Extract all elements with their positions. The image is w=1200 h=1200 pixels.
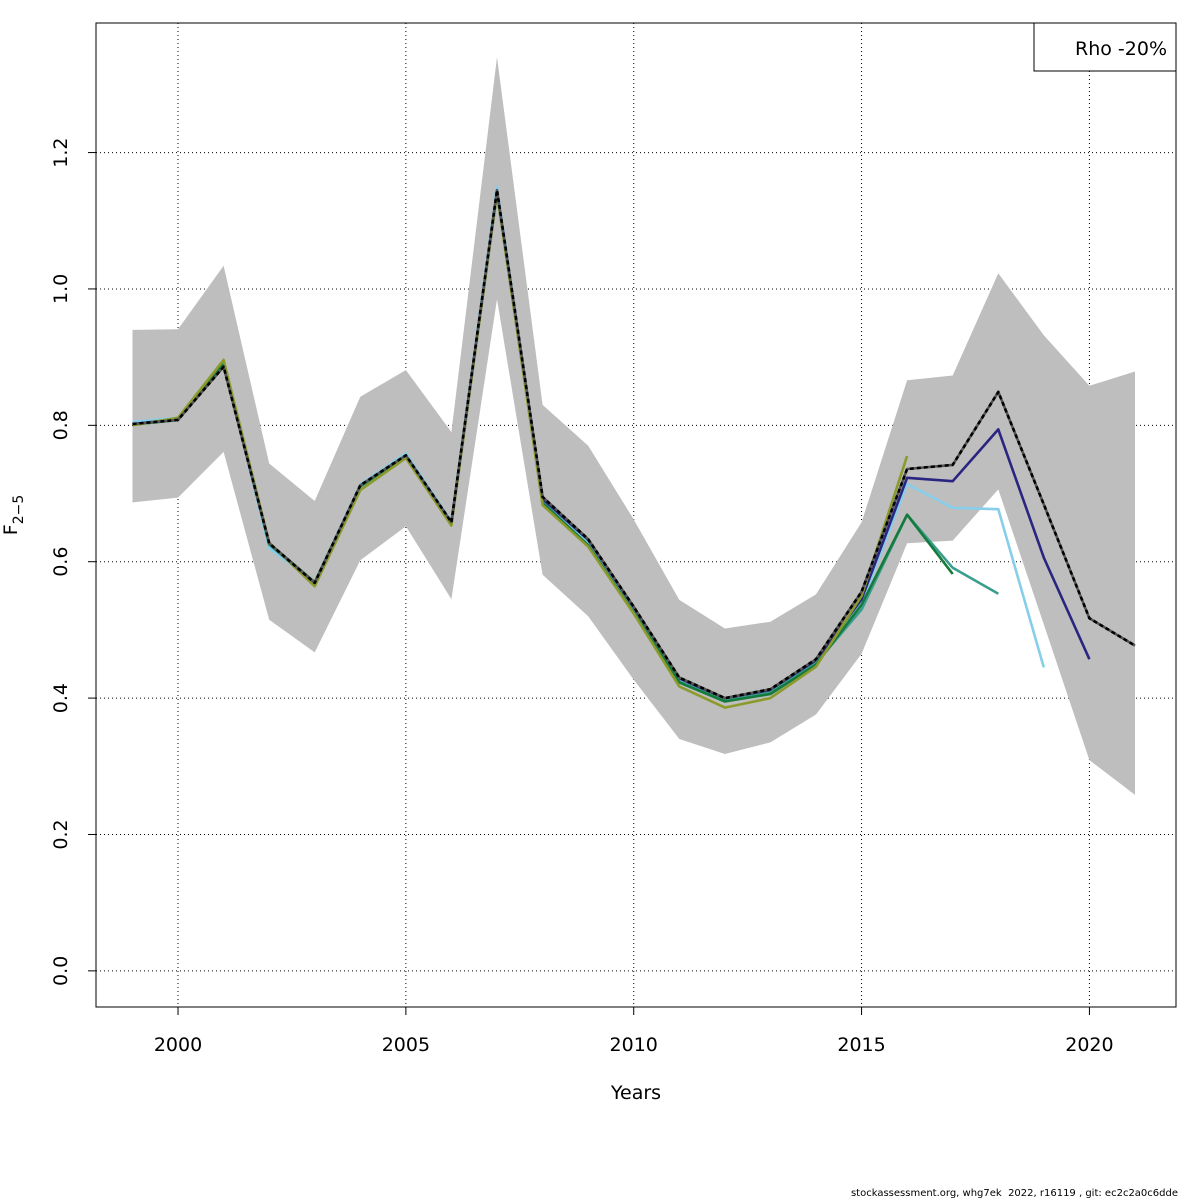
y-tick-label-1.0: 1.0	[50, 274, 72, 304]
y-tick-label-0.8: 0.8	[50, 410, 72, 440]
footer-credit: stockassessment.org, whg7ek 2022, r16119…	[850, 1188, 1178, 1199]
legend-label: Rho -20%	[1075, 38, 1167, 60]
y-axis-title: F2−5	[0, 495, 27, 535]
y-tick-label-0.0: 0.0	[50, 956, 72, 986]
legend-box	[1033, 22, 1177, 72]
series-line-6	[132, 188, 1136, 700]
series-line-1	[132, 185, 1046, 703]
y-tick-label-0.4: 0.4	[50, 683, 72, 713]
y-tick-label-1.2: 1.2	[50, 137, 72, 167]
series-lines	[132, 185, 1136, 709]
legend: Rho -20%	[1033, 22, 1177, 72]
x-tick-label-2000: 2000	[154, 1034, 202, 1056]
x-axis-title: Years	[610, 1082, 661, 1104]
x-tick-label-2015: 2015	[837, 1034, 885, 1056]
x-tick-label-2020: 2020	[1065, 1034, 1113, 1056]
y-axis: 0.0 0.2 0.4 0.6 0.8 1.0 1.2	[50, 137, 97, 986]
x-tick-label-2005: 2005	[382, 1034, 430, 1056]
confidence-band-area	[132, 57, 1135, 795]
x-axis: 2000 2005 2010 2015 2020	[154, 1006, 1114, 1056]
x-tick-label-2010: 2010	[610, 1034, 658, 1056]
y-axis-title-subscript: 2−5	[11, 495, 27, 525]
y-tick-label-0.2: 0.2	[50, 819, 72, 849]
y-axis-title-main: F	[0, 524, 22, 535]
y-tick-label-0.6: 0.6	[50, 547, 72, 577]
confidence-band	[132, 57, 1135, 795]
